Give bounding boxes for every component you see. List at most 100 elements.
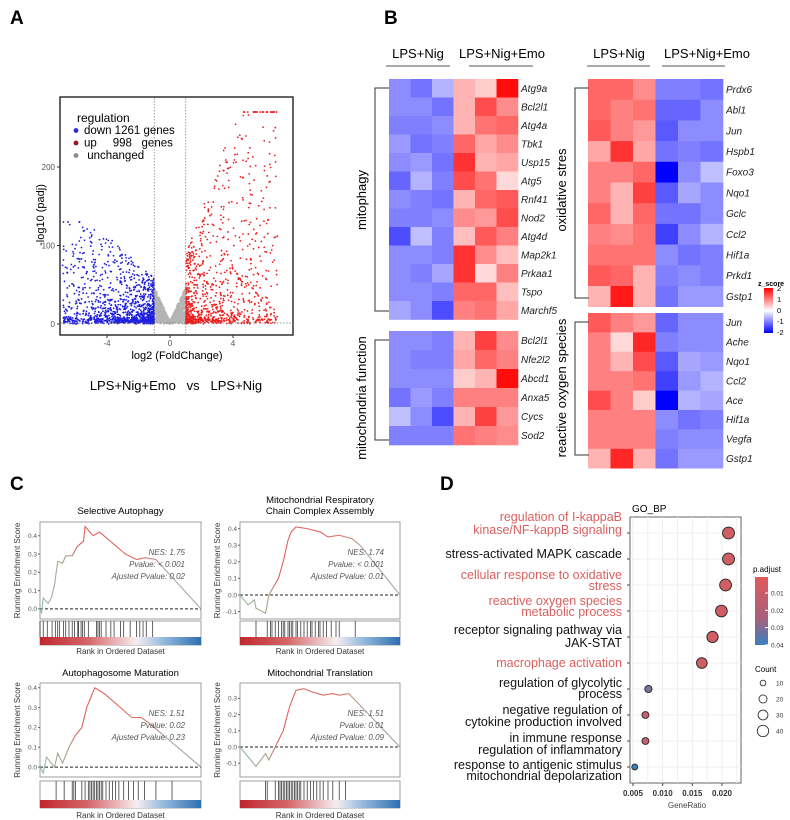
point-up (232, 161, 235, 164)
point-unchanged (162, 315, 164, 318)
point-down (64, 312, 67, 315)
point-up (205, 280, 208, 283)
point-up (191, 304, 194, 307)
point-up (260, 240, 263, 243)
point-up (189, 309, 192, 312)
count-legend-label: 30 (776, 713, 784, 720)
point-up (218, 170, 221, 173)
point-down (110, 304, 113, 306)
point-down (130, 289, 133, 292)
point-up (206, 282, 208, 285)
point-up (191, 298, 193, 301)
point-down (97, 311, 100, 313)
point-down (138, 278, 141, 281)
gene-label: Gclc (726, 209, 746, 220)
point-up (263, 318, 266, 321)
point-up (207, 316, 210, 318)
gene-label: Nqo1 (726, 357, 750, 368)
go-term-dot (641, 737, 650, 745)
point-down (146, 296, 149, 298)
y-tick-label: 0.0 (28, 764, 37, 771)
point-down (109, 282, 112, 284)
point-up (186, 255, 189, 257)
point-down (62, 221, 65, 223)
point-up (196, 315, 199, 318)
heatmap-cell (633, 182, 656, 204)
point-up (237, 298, 240, 301)
point-up (199, 273, 201, 276)
point-down (138, 304, 141, 306)
point-up (190, 290, 193, 293)
heatmap-cell (432, 208, 454, 228)
point-up (249, 165, 252, 168)
point-down (89, 314, 92, 317)
point-down (65, 250, 68, 252)
point-down (144, 308, 147, 311)
point-up (239, 176, 242, 178)
point-up (201, 289, 204, 292)
gsea-title: Chain Complex Assembly (266, 506, 374, 517)
heatmap-cell (432, 116, 454, 135)
point-down (78, 299, 80, 302)
point-up (257, 316, 260, 319)
point-up (198, 314, 201, 316)
point-down (86, 319, 89, 321)
point-up (229, 296, 232, 299)
point-unchanged (178, 307, 181, 309)
point-down (77, 319, 80, 321)
point-down (124, 304, 127, 307)
point-up (246, 111, 249, 113)
point-up (211, 308, 214, 311)
point-up (195, 253, 198, 255)
enrichment-stat: Pvalue: < 0.001 (129, 560, 185, 569)
point-down (61, 264, 64, 267)
point-down (98, 279, 101, 282)
point-up (187, 246, 190, 249)
heatmap-cell (610, 223, 634, 245)
y-axis-label: Running Enrichment Score (213, 682, 222, 778)
point-down (143, 285, 146, 288)
point-up (273, 111, 275, 113)
heatmap-cell (610, 120, 634, 142)
point-up (269, 313, 272, 316)
point-down (137, 314, 140, 317)
point-down (123, 277, 126, 280)
point-up (239, 279, 242, 281)
point-up (218, 300, 221, 303)
point-up (242, 297, 245, 300)
point-down (143, 296, 145, 299)
point-up (191, 251, 193, 253)
legend-title: regulation (77, 111, 130, 125)
point-down (113, 259, 116, 261)
point-up (196, 292, 198, 295)
point-down (149, 294, 152, 296)
point-unchanged (181, 318, 184, 321)
point-unchanged (172, 313, 175, 315)
heatmap-cell (475, 369, 497, 389)
gene-label: Nqo1 (726, 188, 750, 199)
point-down (117, 303, 120, 306)
heatmap-cell (700, 448, 724, 469)
point-up (238, 315, 241, 318)
point-up (224, 278, 227, 281)
rank-colorbar (40, 637, 201, 645)
point-up (203, 223, 205, 226)
point-down (152, 300, 155, 303)
point-up (232, 244, 235, 247)
heatmap-cell (588, 223, 611, 245)
point-down (128, 314, 131, 316)
heatmap-cell (588, 265, 611, 287)
point-up (221, 304, 224, 307)
point-down (117, 265, 120, 268)
point-down (123, 307, 126, 310)
point-down (76, 311, 79, 314)
heatmap-cell (588, 120, 611, 142)
gsea-title: Selective Autophagy (77, 506, 163, 517)
point-up (206, 307, 209, 310)
go-term-label: regulation of glycolytic (499, 676, 622, 690)
point-up (213, 187, 216, 190)
point-down (90, 261, 93, 263)
point-down (78, 221, 81, 223)
point-up (263, 309, 265, 312)
x-axis-label: Rank in Ordered Dataset (276, 647, 365, 656)
